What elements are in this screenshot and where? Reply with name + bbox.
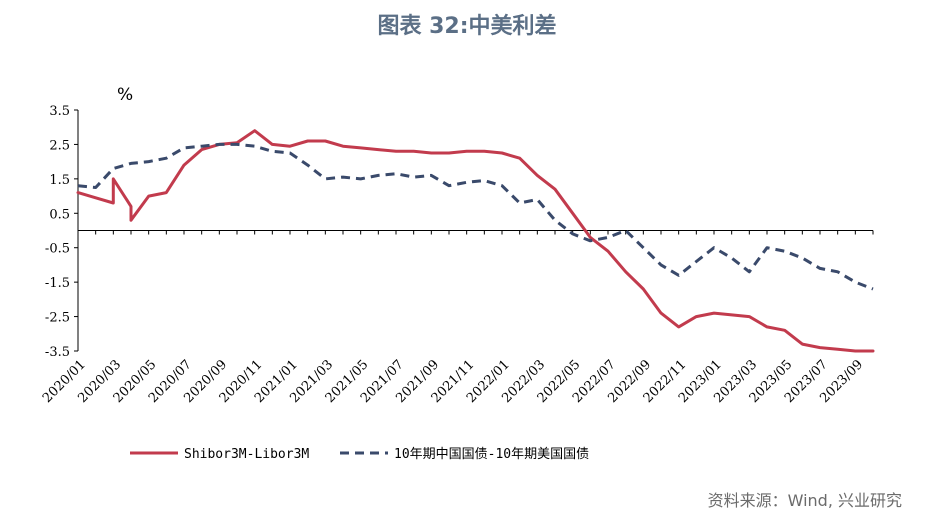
y-tick-label: 3.5	[49, 104, 70, 119]
y-tick-label: 0.5	[49, 207, 70, 222]
series-line-2	[77, 142, 874, 291]
tick-labels: 3.52.51.50.5-0.5-1.5-2.5-3.52020/012020/…	[40, 104, 866, 406]
chart-title: 图表 32:中美利差	[377, 14, 557, 39]
y-tick-label: -1.5	[45, 276, 70, 291]
series-lines	[76, 129, 875, 353]
y-tick-label: -2.5	[45, 311, 70, 326]
legend-label-2: 10年期中国国债-10年期美国国债	[394, 447, 589, 462]
y-tick-label: 1.5	[49, 173, 70, 188]
legend: Shibor3M-Libor3M 10年期中国国债-10年期美国国债	[130, 447, 589, 462]
source-note: 资料来源：Wind, 兴业研究	[707, 491, 902, 510]
y-tick-label: 2.5	[49, 138, 70, 153]
series-line-1	[76, 129, 875, 353]
y-tick-label: -3.5	[45, 345, 70, 360]
axes	[74, 109, 874, 352]
legend-label-1: Shibor3M-Libor3M	[184, 447, 309, 462]
y-tick-label: -0.5	[45, 242, 70, 257]
y-axis-unit-label: %	[117, 85, 134, 105]
